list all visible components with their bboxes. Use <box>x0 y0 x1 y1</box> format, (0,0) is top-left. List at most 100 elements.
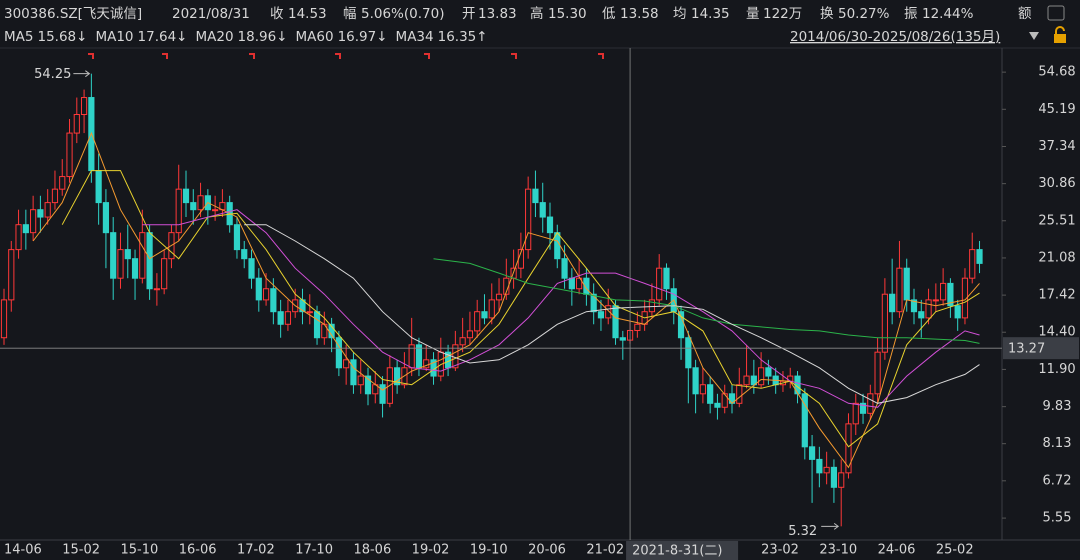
candle-body <box>95 170 102 204</box>
candle-body <box>146 232 153 290</box>
candle-body <box>663 267 670 290</box>
ma-line <box>244 224 980 404</box>
min-arrow-head <box>833 522 840 530</box>
candle-body <box>976 249 983 264</box>
candle-body <box>546 216 554 234</box>
candle-body <box>117 249 124 279</box>
y-tick-label: 11.90 <box>1038 362 1075 377</box>
y-tick-label: 54.68 <box>1038 65 1075 80</box>
candle-body <box>161 258 168 290</box>
candle-body <box>634 323 641 331</box>
candle-body <box>852 402 859 425</box>
candle-body <box>139 232 146 279</box>
y-tick-label: 30.86 <box>1038 176 1075 191</box>
candle-body <box>102 202 110 234</box>
candle-body <box>0 299 8 339</box>
candle-body <box>568 277 575 290</box>
candle-body <box>561 258 568 279</box>
candle-body <box>918 311 925 319</box>
candle-body <box>182 188 190 204</box>
candle-body <box>743 375 750 386</box>
header-field: 换 <box>820 6 834 22</box>
max-label: 54.25 <box>34 67 71 82</box>
header-field: 幅 <box>343 6 357 22</box>
candle-body <box>335 337 342 369</box>
candle-body <box>532 188 539 204</box>
header-field: 均 <box>673 6 687 22</box>
candle-body <box>495 293 503 301</box>
crosshair-price-box <box>1003 337 1079 360</box>
candle-body <box>859 402 867 414</box>
dropdown-arrow[interactable] <box>1029 32 1039 40</box>
candle-body <box>270 288 277 313</box>
legend-value: 18.96↓ <box>238 29 288 45</box>
candle-body <box>969 249 976 279</box>
candle-body <box>284 311 292 325</box>
candle-body <box>576 277 583 290</box>
candle-body <box>758 367 765 386</box>
candle-body <box>343 359 350 369</box>
ma-line <box>32 131 980 469</box>
header-field: 额 <box>1018 6 1032 22</box>
x-tick-label: 17-10 <box>295 543 333 558</box>
candle-body <box>714 402 721 408</box>
header-field: 15.30 <box>548 6 587 22</box>
x-tick-label: 16-06 <box>179 543 217 558</box>
x-tick-label: 19-10 <box>470 543 508 558</box>
header-field: 14.35 <box>691 6 730 22</box>
legend-value: 16.97↓ <box>338 29 388 45</box>
candle-body <box>692 367 699 395</box>
candle-body <box>459 337 466 346</box>
header-field: 2021/08/31 <box>172 6 250 22</box>
candle-body <box>845 423 852 474</box>
toolbar-icons[interactable] <box>1029 5 1066 43</box>
x-tick-label: 20-06 <box>528 543 566 558</box>
candle-body <box>721 393 728 408</box>
candle-body <box>466 330 474 339</box>
candle-body <box>750 375 757 386</box>
y-tick-label: 25.51 <box>1038 213 1075 228</box>
candle-body <box>379 384 386 404</box>
legend-name: MA5 <box>4 29 33 45</box>
candle-body <box>30 209 37 234</box>
header-field: 300386.SZ[飞天诚信] <box>4 6 142 22</box>
header-field: 收 <box>270 6 284 22</box>
candle-body <box>605 305 612 319</box>
ma-line <box>142 209 980 408</box>
candle-body <box>73 114 80 134</box>
candle-body <box>44 202 51 218</box>
legend-value: 17.64↓ <box>138 29 188 45</box>
lock-shackle <box>1055 26 1065 34</box>
legend-name: MA60 <box>296 29 334 45</box>
x-tick-label: 19-02 <box>412 543 450 558</box>
x-tick-label: 15-02 <box>62 543 100 558</box>
candles <box>0 73 983 527</box>
x-tick-label: 14-06 <box>4 543 42 558</box>
header-field: 开 <box>462 6 476 22</box>
candle-body <box>590 293 597 313</box>
header-field: 12.44% <box>922 6 974 22</box>
candle-body <box>765 367 772 377</box>
candle-body <box>597 311 605 319</box>
event-flags <box>88 53 604 59</box>
header-field: 122万 <box>763 6 802 22</box>
y-tick-label: 45.19 <box>1038 102 1075 117</box>
y-tick-label: 14.40 <box>1038 325 1075 340</box>
candle-body <box>838 472 845 488</box>
candle-body <box>554 232 561 260</box>
candle-body <box>736 384 743 404</box>
header-field: 振 <box>904 6 918 22</box>
lock-icon[interactable] <box>1054 34 1066 43</box>
header-field: 5.06%(0.70) <box>361 6 444 22</box>
candle-body <box>961 277 969 319</box>
ma-line <box>433 258 980 344</box>
candle-body <box>474 311 481 332</box>
candle-body <box>619 337 626 341</box>
header-field: 50.27% <box>838 6 890 22</box>
candle-body <box>233 224 241 251</box>
candle-body <box>364 375 372 395</box>
candle-body <box>59 176 66 190</box>
icon-button[interactable] <box>1047 5 1065 21</box>
candle-body <box>124 249 131 260</box>
candle-body <box>22 224 29 234</box>
